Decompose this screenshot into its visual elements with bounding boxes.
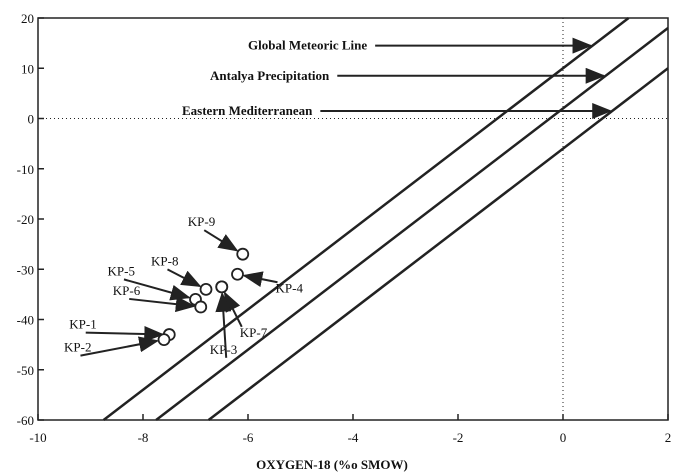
x-axis-label: OXYGEN-18 (%o SMOW) (256, 457, 408, 472)
x-tick-label: -2 (453, 430, 464, 445)
point-label-kp-5: KP-5 (108, 263, 135, 278)
point-label-kp-6: KP-6 (113, 283, 141, 298)
point-kp-4 (231, 267, 244, 281)
y-tick-label: 0 (28, 112, 35, 127)
x-tick-label: -10 (29, 430, 46, 445)
x-tick-label: -6 (243, 430, 254, 445)
point-kp-9 (236, 247, 250, 261)
x-tick-label: -4 (348, 430, 359, 445)
y-tick-label: -20 (17, 212, 34, 227)
point-label-kp-1: KP-1 (69, 317, 96, 332)
meteoric-line-1 (102, 17, 630, 421)
axes (37, 17, 669, 421)
point-arrow-kp-2 (80, 336, 160, 357)
line-label-3: Eastern Mediterranean (182, 103, 313, 118)
plot-frame (37, 17, 669, 421)
point-kp-2 (157, 333, 171, 347)
meteoric-line-2 (155, 27, 669, 421)
point-kp-6 (194, 300, 208, 314)
point-arrow-kp-5 (123, 278, 191, 301)
line-label-2: Antalya Precipitation (210, 68, 330, 83)
point-arrow-kp-8 (167, 268, 202, 288)
y-tick-label: -10 (17, 162, 34, 177)
y-tick-label: -40 (17, 313, 34, 328)
point-arrow-kp-1 (85, 325, 165, 342)
point-kp-8 (199, 282, 213, 296)
point-kp-3 (215, 280, 229, 294)
y-tick-label: -30 (17, 262, 34, 277)
y-tick-label: 10 (21, 61, 34, 76)
y-tick-label: -50 (17, 363, 34, 378)
y-tick-label: -60 (17, 413, 34, 428)
point-arrow-kp-9 (203, 229, 239, 252)
line-label-1: Global Meteoric Line (248, 38, 367, 53)
point-arrow-kp-4 (242, 271, 278, 288)
point-label-kp-2: KP-2 (64, 340, 91, 355)
point-arrow-kp-6 (129, 296, 196, 313)
x-tick-label: -8 (138, 430, 149, 445)
meteoric-lines (102, 17, 669, 421)
point-label-kp-3: KP-3 (210, 342, 237, 357)
meteoric-line-3 (207, 67, 669, 421)
point-label-kp-4: KP-4 (276, 280, 304, 295)
x-tick-label: 0 (560, 430, 567, 445)
point-label-kp-7: KP-7 (240, 325, 268, 340)
annotations: Global Meteoric Line Antalya Precipitatio… (64, 37, 613, 358)
point-label-kp-8: KP-8 (151, 253, 178, 268)
point-arrow-kp-3 (215, 291, 232, 358)
y-tick-label: 20 (21, 11, 34, 26)
point-label-kp-9: KP-9 (188, 214, 215, 229)
x-tick-label: 2 (665, 430, 672, 445)
reference-lines (38, 18, 668, 420)
